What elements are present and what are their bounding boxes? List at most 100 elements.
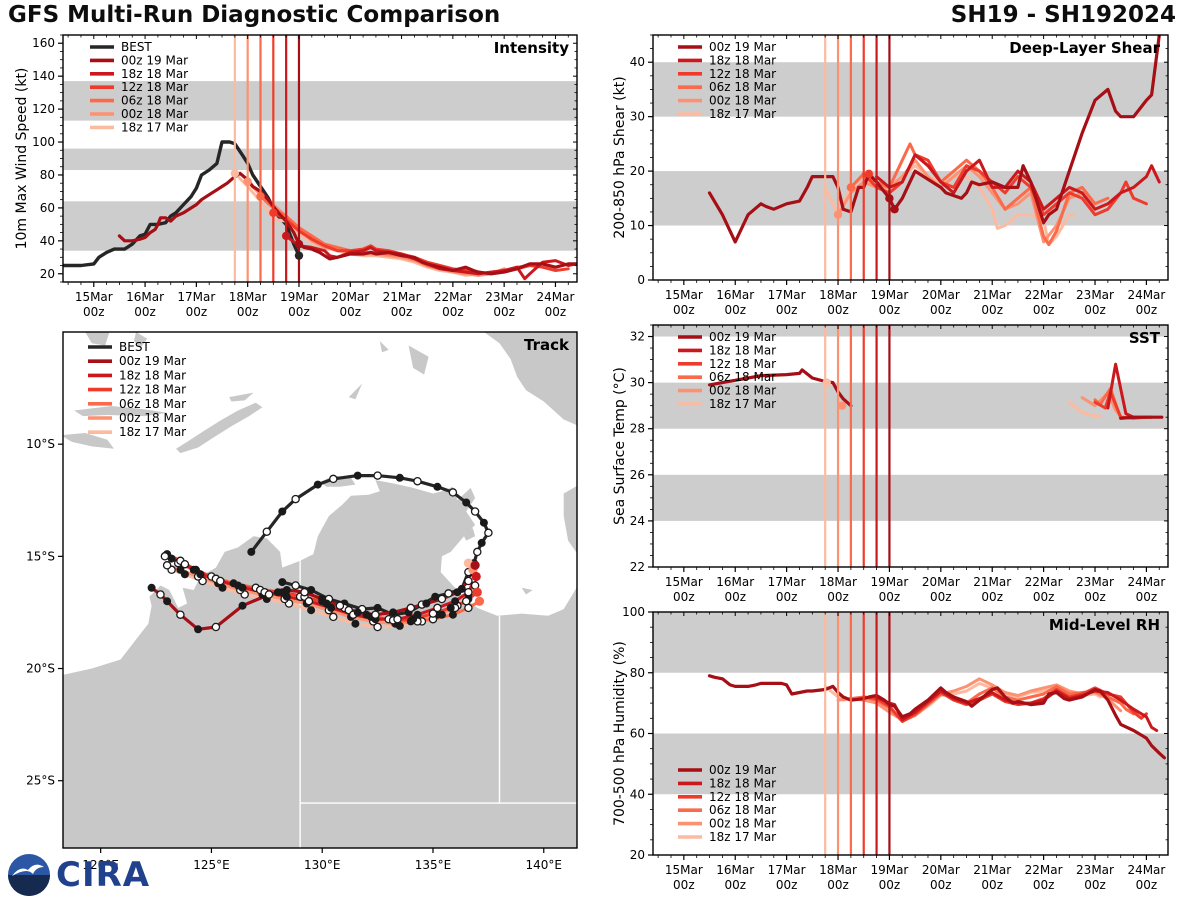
x-tick-label: 21Mar xyxy=(973,288,1011,302)
legend-label: 00z 18 Mar xyxy=(119,411,186,425)
track-fix-marker xyxy=(479,518,488,527)
legend-label: BEST xyxy=(119,340,150,354)
landmass xyxy=(133,332,148,348)
track-fix-marker-open xyxy=(373,622,382,632)
legend-label: 12z 18 Mar xyxy=(709,790,776,804)
legend-label: 00z 18 Mar xyxy=(709,817,776,831)
y-tick-label: 40 xyxy=(630,55,645,69)
track-fix-marker-open xyxy=(461,596,471,606)
legend-label: 18z 17 Mar xyxy=(121,120,188,134)
legend-label: 00z 19 Mar xyxy=(709,40,776,54)
track-fix-marker-open xyxy=(264,590,274,599)
x-tick-label: 22Mar xyxy=(1025,288,1063,302)
x-tick-label: 16Mar xyxy=(126,290,164,304)
track-fix-marker-open xyxy=(413,476,422,486)
init-marker xyxy=(864,169,874,179)
category-band xyxy=(653,62,1168,117)
legend-label: 12z 18 Mar xyxy=(709,357,776,371)
x-tick-label: 00z xyxy=(930,590,952,604)
init-marker xyxy=(294,251,304,260)
x-tick-label: 23Mar xyxy=(1076,288,1114,302)
panel-title: Deep-Layer Shear xyxy=(1009,39,1160,57)
x-tick-label: 21Mar xyxy=(383,290,421,304)
track-fix-marker-open xyxy=(473,547,482,557)
track-fix-marker xyxy=(431,592,440,601)
map-layers xyxy=(63,332,577,848)
series-00z-19-mar xyxy=(707,35,1161,244)
legend-label: 12z 18 Mar xyxy=(121,80,188,94)
x-tick-label: 00z xyxy=(673,590,695,604)
init-marker xyxy=(833,210,843,219)
landmass xyxy=(63,433,114,449)
noaa-logo xyxy=(8,854,50,896)
panel-title: SST xyxy=(1129,329,1161,347)
track-fix-marker xyxy=(433,482,442,491)
track-fix-marker xyxy=(247,547,256,556)
track-fix-marker xyxy=(278,578,287,587)
y-axis-label: 10m Max Wind Speed (kt) xyxy=(14,68,30,250)
track-fix-marker xyxy=(313,480,322,489)
x-tick-label: 00z xyxy=(776,878,798,892)
track-fix-marker xyxy=(373,603,382,612)
landmass xyxy=(461,528,476,541)
x-tick-label: 23Mar xyxy=(1076,575,1114,589)
x-tick-label: 22Mar xyxy=(1025,863,1063,877)
track-fix-marker xyxy=(194,625,203,634)
page-title: GFS Multi-Run Diagnostic Comparison xyxy=(8,2,501,28)
x-tick-label: 00z xyxy=(930,878,952,892)
x-tick-label: 15Mar xyxy=(665,575,703,589)
legend-label: 06z 18 Mar xyxy=(709,370,776,384)
footer-logos: CIRA xyxy=(6,852,150,898)
series-group xyxy=(707,674,1166,760)
track-fix-marker-open xyxy=(393,614,402,624)
category-band xyxy=(653,733,1168,795)
track-fix-marker-open xyxy=(291,581,300,590)
legend-label: 06z 18 Mar xyxy=(121,94,188,108)
y-tick-label: 40 xyxy=(630,787,645,801)
track-fix-marker-open xyxy=(437,594,447,604)
x-tick-label: 00z xyxy=(339,305,361,319)
track-init-marker xyxy=(472,587,482,597)
x-tick-label: 19Mar xyxy=(280,290,318,304)
x-tick-label: 00z xyxy=(776,303,798,317)
x-tick-label: 00z xyxy=(1084,878,1106,892)
lon-tick-label: 120°E xyxy=(82,858,119,872)
lat-tick-label: 10°S xyxy=(26,437,55,451)
track-fix-marker xyxy=(389,608,398,617)
y-axis-label: 200-850 hPa Shear (kt) xyxy=(612,76,628,238)
track-fix-marker-open xyxy=(464,576,473,586)
y-tick-label: 24 xyxy=(630,514,645,528)
legend-label: 00z 18 Mar xyxy=(709,94,776,108)
y-tick-label: 80 xyxy=(40,168,55,182)
init-marker xyxy=(269,208,278,218)
legend-label: 18z 18 Mar xyxy=(121,67,188,81)
track-fix-marker-open xyxy=(211,622,221,632)
x-tick-label: 00z xyxy=(493,305,515,319)
track-fix-marker xyxy=(453,588,462,597)
track-fix-marker xyxy=(238,583,247,592)
init-marker xyxy=(837,401,847,410)
series-18z-17-mar xyxy=(1067,400,1102,418)
track-fix-marker-open xyxy=(373,471,382,480)
track-fix-marker xyxy=(167,554,176,563)
legend-label: 06z 18 Mar xyxy=(709,80,776,94)
track-fix-marker-open xyxy=(304,596,314,606)
landmass xyxy=(521,587,533,595)
x-tick-label: 00z xyxy=(930,303,952,317)
rh-panel: 15Mar00z16Mar00z17Mar00z18Mar00z19Mar00z… xyxy=(612,605,1169,892)
track-init-marker xyxy=(471,571,481,582)
track-fix-marker xyxy=(196,570,205,579)
track-fix-marker xyxy=(477,538,486,547)
x-tick-label: 18Mar xyxy=(229,290,267,304)
x-tick-label: 19Mar xyxy=(870,288,908,302)
legend-label: 00z 18 Mar xyxy=(709,384,776,398)
landmass xyxy=(229,392,254,402)
x-tick-label: 15Mar xyxy=(75,290,113,304)
x-tick-label: 00z xyxy=(981,590,1003,604)
track-fix-marker-open xyxy=(433,603,442,613)
track-fix-marker-open xyxy=(180,559,190,569)
y-tick-label: 160 xyxy=(32,36,55,50)
panel-title: Track xyxy=(524,336,570,354)
track-fix-marker-open xyxy=(160,552,170,561)
